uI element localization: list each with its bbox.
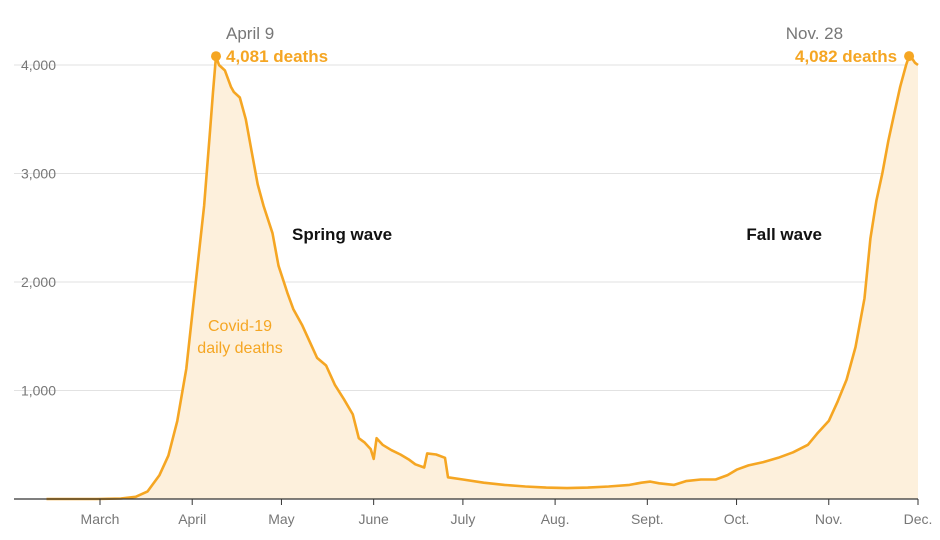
spring-peak-marker (211, 51, 222, 62)
x-tick-label: April (178, 511, 206, 527)
y-tick-label: 2,000 (21, 274, 56, 290)
gridlines (14, 64, 918, 391)
spring-wave-label: Spring wave (292, 225, 392, 244)
fall-peak-date: Nov. 28 (786, 24, 843, 43)
x-tick-label: June (358, 511, 389, 527)
y-tick-label: 1,000 (21, 383, 56, 399)
fall-wave-label: Fall wave (746, 225, 822, 244)
spring-peak-date: April 9 (226, 24, 274, 43)
deaths-line (46, 54, 919, 501)
x-tick-label: Aug. (541, 511, 570, 527)
y-tick-label: 3,000 (21, 166, 56, 182)
y-tick-label: 4,000 (21, 57, 56, 73)
x-tick-label: May (268, 511, 294, 527)
y-axis-ticks: 1,000 2,000 3,000 4,000 (21, 57, 56, 399)
x-tick-label: Sept. (631, 511, 664, 527)
x-tick-label: Nov. (815, 511, 843, 527)
x-tick-label: Dec. (904, 511, 933, 527)
fall-peak-marker (904, 51, 915, 62)
fall-peak-value: 4,082 deaths (795, 47, 897, 66)
x-tick-label: Oct. (724, 511, 750, 527)
deaths-area (46, 56, 918, 499)
x-tick-label: July (450, 511, 475, 527)
spring-peak-value: 4,081 deaths (226, 47, 328, 66)
x-tick-label: March (81, 511, 120, 527)
series-label-line2: daily deaths (197, 340, 282, 357)
series-label-line1: Covid-19 (208, 318, 272, 335)
x-axis-ticks: March April May June July Aug. Sept. Oct. Nov. De… (81, 499, 933, 527)
